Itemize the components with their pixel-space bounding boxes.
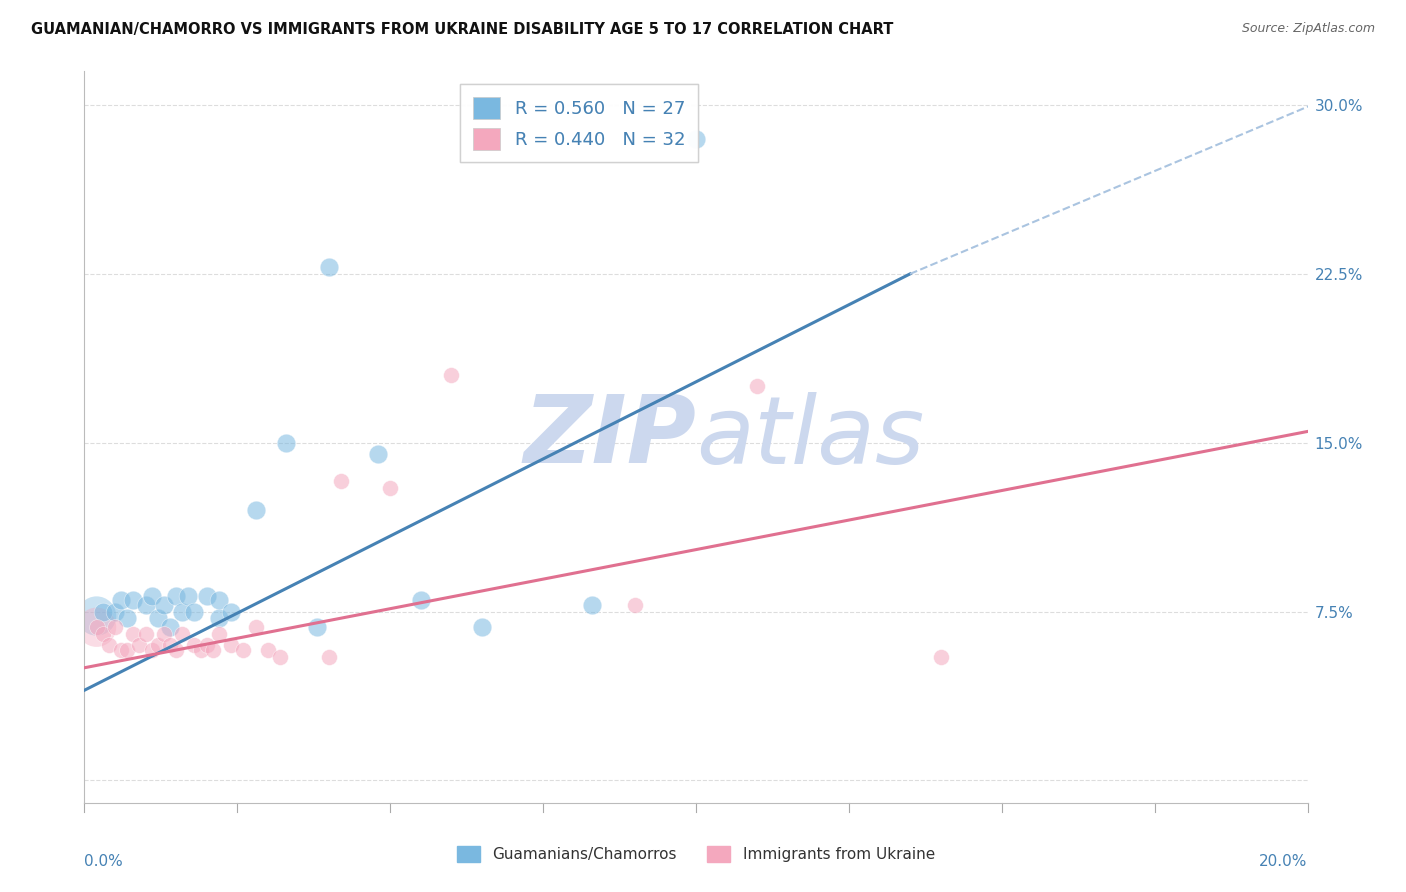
Point (318, 649, 340, 664)
Legend: R = 0.560   N = 27, R = 0.440   N = 32: R = 0.560 N = 27, R = 0.440 N = 32 (460, 84, 697, 162)
Text: atlas: atlas (696, 392, 924, 483)
Point (245, 503, 267, 517)
Text: 0.0%: 0.0% (84, 854, 124, 869)
Point (128, 638, 150, 652)
Point (110, 593, 132, 607)
Point (183, 638, 205, 652)
Point (104, 620, 127, 634)
Point (232, 642, 254, 657)
Point (91, 627, 114, 641)
Point (208, 611, 231, 625)
Point (219, 638, 242, 652)
Point (135, 627, 157, 641)
Point (159, 638, 181, 652)
Point (146, 638, 169, 652)
Point (245, 620, 267, 634)
Point (91, 605, 114, 619)
Point (195, 589, 218, 603)
Point (110, 642, 132, 657)
Point (195, 638, 218, 652)
Point (471, 620, 494, 634)
Point (115, 642, 138, 657)
Text: ZIP: ZIP (523, 391, 696, 483)
Point (380, 481, 402, 495)
Point (115, 611, 138, 625)
Point (141, 642, 163, 657)
Point (269, 649, 291, 664)
Point (318, 260, 340, 275)
Text: Source: ZipAtlas.com: Source: ZipAtlas.com (1241, 22, 1375, 36)
Point (257, 642, 280, 657)
Point (685, 132, 707, 146)
Point (305, 620, 328, 634)
Point (183, 605, 205, 619)
Point (86, 620, 108, 634)
Point (165, 642, 187, 657)
Point (208, 593, 231, 607)
Point (440, 368, 463, 383)
Point (201, 642, 224, 657)
Point (747, 379, 769, 393)
Point (624, 598, 647, 612)
Point (929, 649, 952, 664)
Point (122, 627, 145, 641)
Text: 20.0%: 20.0% (1260, 854, 1308, 869)
Point (97, 638, 120, 652)
Point (276, 435, 298, 450)
Point (104, 605, 127, 619)
Point (409, 593, 432, 607)
Point (153, 598, 176, 612)
Point (86, 609, 108, 624)
Point (330, 474, 353, 488)
Point (581, 598, 603, 612)
Point (172, 627, 194, 641)
Point (135, 598, 157, 612)
Point (219, 605, 242, 619)
Point (146, 611, 169, 625)
Point (141, 589, 163, 603)
Point (208, 627, 231, 641)
Point (165, 589, 187, 603)
Point (122, 593, 145, 607)
Point (153, 627, 176, 641)
Point (159, 620, 181, 634)
Point (177, 589, 200, 603)
Point (367, 447, 389, 461)
Point (190, 642, 212, 657)
Text: GUAMANIAN/CHAMORRO VS IMMIGRANTS FROM UKRAINE DISABILITY AGE 5 TO 17 CORRELATION: GUAMANIAN/CHAMORRO VS IMMIGRANTS FROM UK… (31, 22, 893, 37)
Point (86, 620, 108, 634)
Point (172, 605, 194, 619)
